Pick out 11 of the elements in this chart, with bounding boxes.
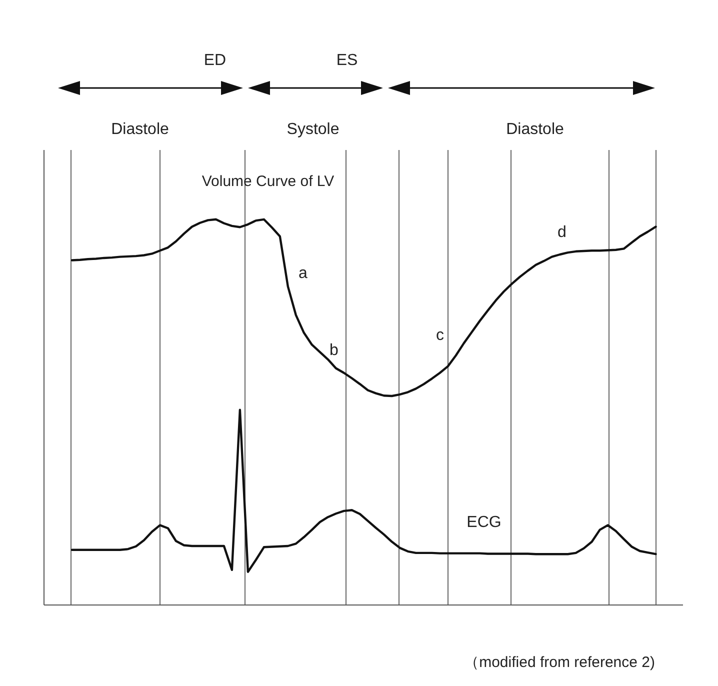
annotation: c — [436, 327, 444, 344]
text: ES — [336, 52, 358, 69]
text: （modified from reference 2) — [464, 654, 656, 671]
annotation: ECG — [466, 514, 502, 531]
text: Diastole — [506, 121, 564, 138]
annotation: a — [298, 265, 308, 282]
text: Diastole — [111, 121, 169, 138]
annotation: d — [558, 224, 566, 241]
annotation: b — [330, 342, 339, 359]
text: Systole — [286, 121, 340, 138]
text: ED — [204, 52, 226, 69]
